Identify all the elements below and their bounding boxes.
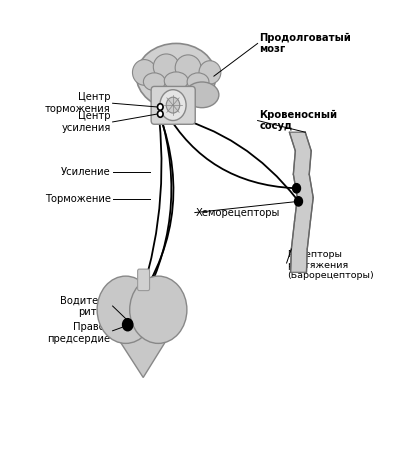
Circle shape: [160, 90, 186, 120]
Text: Кровеносный
сосуд: Кровеносный сосуд: [260, 110, 338, 132]
Polygon shape: [100, 310, 185, 377]
Ellipse shape: [164, 72, 188, 90]
Ellipse shape: [199, 61, 221, 84]
FancyBboxPatch shape: [151, 86, 195, 124]
Circle shape: [158, 111, 163, 117]
Ellipse shape: [185, 82, 219, 108]
Ellipse shape: [153, 54, 179, 79]
Ellipse shape: [132, 60, 156, 85]
Text: Продолговатый
мозг: Продолговатый мозг: [260, 32, 352, 54]
Polygon shape: [289, 132, 313, 273]
Ellipse shape: [175, 55, 201, 80]
Ellipse shape: [143, 73, 165, 91]
Text: Центр
усиления: Центр усиления: [61, 111, 111, 133]
Circle shape: [130, 276, 187, 344]
Text: Торможение: Торможение: [45, 194, 111, 204]
Text: Правое
предсердие: Правое предсердие: [48, 322, 111, 344]
Circle shape: [166, 97, 180, 113]
Ellipse shape: [187, 73, 209, 91]
Text: Хеморецепторы: Хеморецепторы: [196, 208, 280, 218]
Circle shape: [97, 276, 154, 344]
Ellipse shape: [136, 43, 216, 109]
Circle shape: [122, 319, 133, 331]
Circle shape: [294, 196, 302, 206]
Circle shape: [158, 104, 163, 110]
Text: Водитель
ритма: Водитель ритма: [60, 295, 111, 317]
Text: Центр
торможения: Центр торможения: [45, 93, 111, 114]
Circle shape: [292, 184, 300, 193]
Text: Рецепторы
растяжения
(Барорецепторы): Рецепторы растяжения (Барорецепторы): [287, 251, 374, 280]
FancyBboxPatch shape: [138, 269, 150, 290]
Text: Усиление: Усиление: [61, 167, 111, 177]
